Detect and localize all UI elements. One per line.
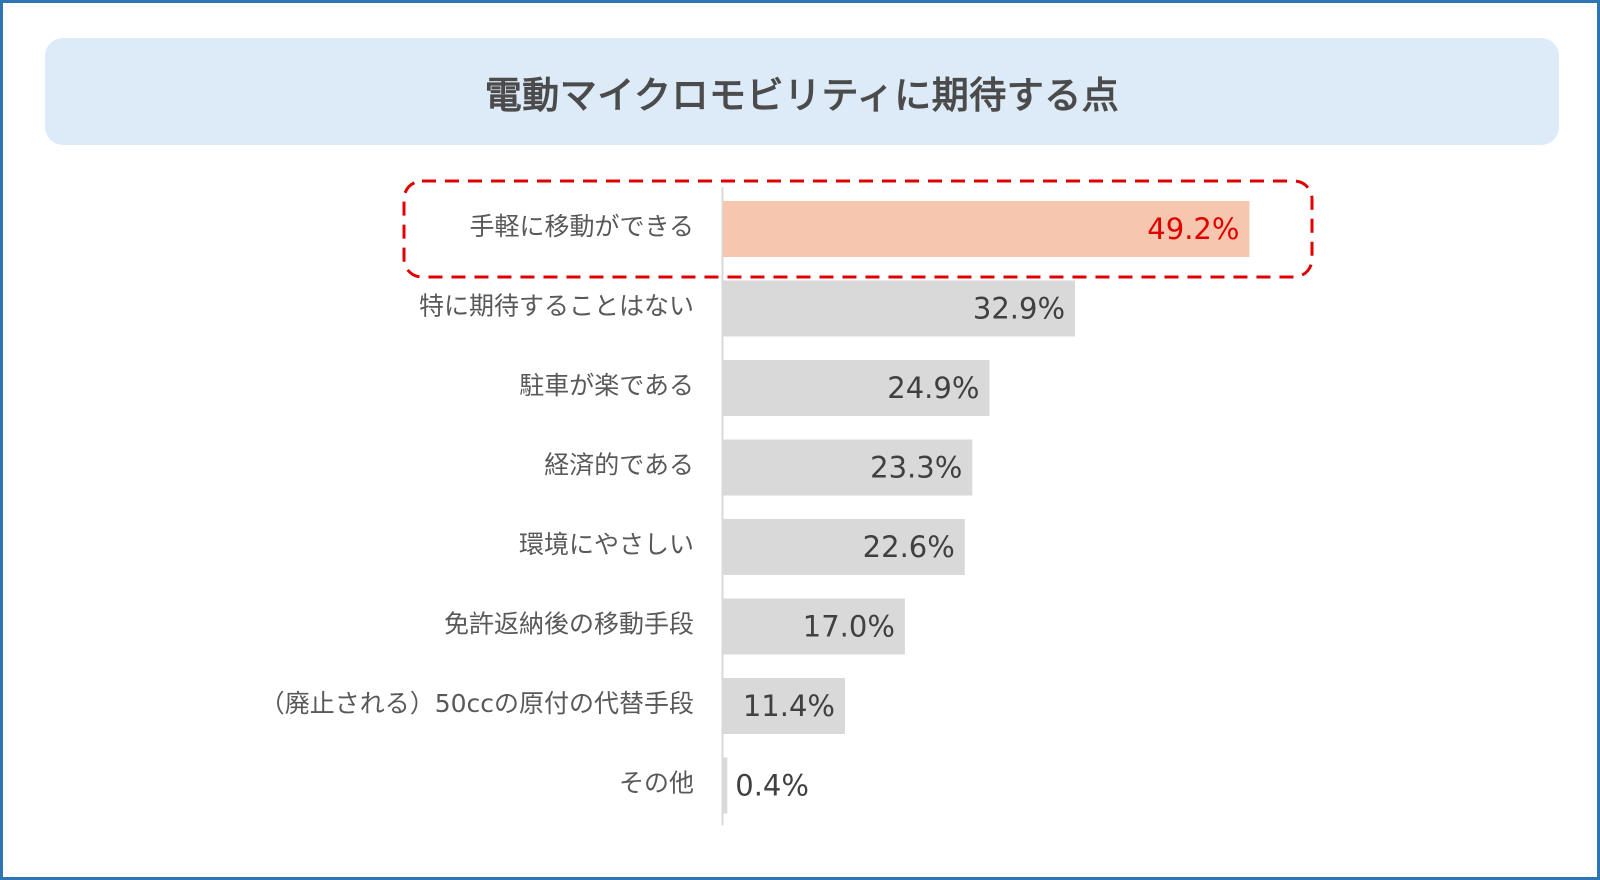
category-labels-group: 手軽に移動ができる特に期待することはない駐車が楽である経済的である環境にやさしい… [260,212,694,798]
bar-5 [723,519,965,575]
bar-2 [723,280,1076,337]
bar-8 [723,757,728,814]
value-label-2: 32.9% [973,292,1065,326]
category-label-7: （廃止される）50ccの原付の代替手段 [260,689,694,718]
value-label-3: 24.9% [887,371,979,405]
value-label-6: 17.0% [803,610,895,644]
chart-title: 電動マイクロモビリティに期待する点 [484,73,1120,117]
bar-3 [723,360,990,416]
value-label-5: 22.6% [863,530,955,564]
value-labels-group: 49.2% 32.9% 24.9% 23.3% 22.6% 17.0% 11.4% 0.4% [735,212,1239,803]
bar-4 [723,439,973,496]
value-label-4: 23.3% [870,451,962,485]
bar-1 [723,201,1250,257]
value-label-1: 49.2% [1147,212,1239,246]
category-label-1: 手軽に移動ができる [469,212,694,241]
value-label-8: 0.4% [735,769,809,803]
bar-6 [723,598,905,655]
category-label-3: 駐車が楽である [519,371,694,400]
highlight-box [402,179,1314,279]
category-label-4: 経済的である [544,451,694,480]
bar-7 [723,678,845,734]
title-banner: 電動マイクロモビリティに期待する点 [45,38,1559,145]
category-label-2: 特に期待することはない [419,292,694,321]
value-label-7: 11.4% [743,689,835,723]
category-label-8: その他 [619,769,694,798]
category-label-5: 環境にやさしい [519,530,694,559]
bars-group [723,201,1250,814]
category-label-6: 免許返納後の移動手段 [444,610,694,639]
